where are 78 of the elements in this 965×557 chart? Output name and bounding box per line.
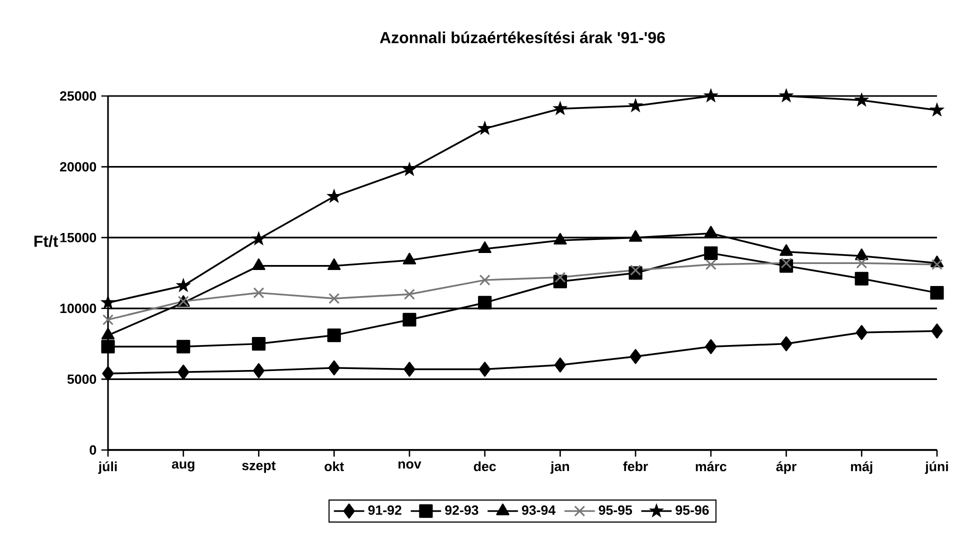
x-tick-label: ápr [776,461,796,474]
point [705,339,717,354]
point [328,292,340,304]
point [402,312,416,327]
point [102,314,114,326]
y-tick-label: 25000 [60,91,96,101]
y-tick-label: 5000 [67,374,96,384]
point [402,162,418,176]
point [855,248,868,260]
y-tick-label: 0 [90,445,96,455]
point [856,324,868,340]
point [477,120,492,136]
point [479,362,491,377]
point [252,363,265,378]
point [251,231,266,246]
x-tick-label: júli [98,461,117,474]
point [930,286,944,300]
point [931,324,943,339]
point [479,274,490,286]
y-tick-label: 10000 [60,304,96,314]
point [327,328,341,342]
point [252,336,266,351]
point [554,358,566,372]
point [630,349,642,364]
point [252,258,266,270]
point [101,340,115,354]
y-tick-label: 15000 [60,232,96,242]
point [176,340,190,354]
point [554,232,567,245]
point [705,258,716,270]
point [100,294,116,310]
legend-label: 95-96 [676,505,709,515]
legend-label: 93-94 [522,505,556,515]
point [328,258,341,270]
point [478,241,492,254]
y-tick-label: 20000 [60,162,96,172]
point [856,258,868,269]
y-axis-title: Ft/t [34,235,58,248]
legend-label: 92-93 [445,505,478,515]
point [253,287,264,298]
point [780,244,793,256]
point [630,264,642,276]
point [628,230,642,242]
point [628,98,644,112]
x-tick-label: nov [398,461,422,469]
point [703,88,719,102]
point [929,102,945,117]
point [404,288,415,300]
x-tick-label: júni [924,461,948,474]
point [102,366,114,381]
point [704,246,718,260]
x-tick-label: febr [623,461,648,472]
point [176,278,191,292]
x-tick-label: máj [851,461,872,474]
point [326,188,342,203]
x-tick-label: okt [324,461,344,472]
point [478,296,492,310]
point [402,252,416,264]
x-tick-label: márc [696,461,726,472]
x-tick-label: jan [550,461,569,474]
point [178,364,190,380]
point [328,360,340,376]
point [404,362,416,377]
point [854,92,870,107]
point [780,258,792,269]
point [704,226,718,238]
point [854,272,868,286]
legend-label: 95-95 [598,505,632,515]
point [552,100,568,116]
x-tick-label: aug [172,461,194,472]
chart-title: Azonnali búzaértékesítési árak '91-'96 [380,31,665,44]
legend-label: 91-92 [368,505,402,515]
point [554,272,566,283]
x-tick-label: szept [242,461,276,473]
x-tick-label: dec [474,461,496,472]
point [778,88,794,102]
point [931,258,943,270]
point [780,336,792,352]
